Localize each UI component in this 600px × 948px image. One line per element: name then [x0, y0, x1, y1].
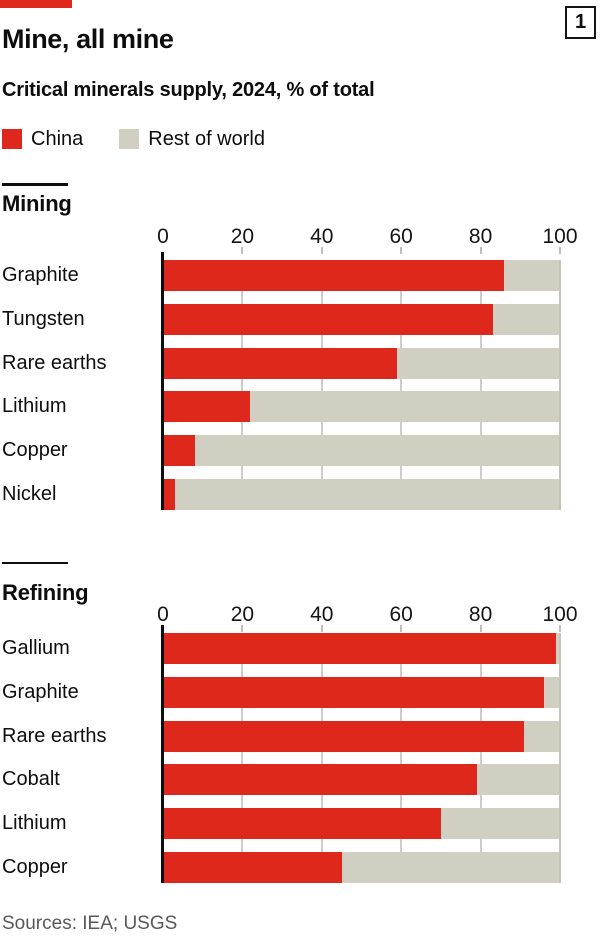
category-label: Graphite	[2, 681, 79, 703]
gridline	[559, 633, 561, 883]
sources-note: Sources: IEA; USGS	[2, 913, 178, 934]
axis-baseline	[161, 251, 164, 510]
gridline	[479, 259, 482, 510]
bar-row	[163, 303, 560, 335]
axis-tick-mark	[479, 246, 482, 254]
gridline	[479, 633, 482, 883]
china-bar-segment	[163, 478, 175, 510]
axis-tick-mark	[320, 246, 323, 254]
axis-tick-mark	[320, 625, 323, 632]
axis-tick-label: 60	[389, 603, 413, 626]
axis-tick-label: 100	[542, 603, 578, 626]
mining-chart: Graphite Tungsten Rare earths Lithium Copper…	[2, 251, 600, 510]
category-label: Cobalt	[2, 768, 60, 790]
bar-row	[163, 259, 560, 291]
bar-row	[163, 677, 560, 708]
axis-tick-mark	[400, 625, 403, 632]
gridline	[241, 259, 244, 510]
category-label: Copper	[2, 438, 68, 461]
refining-axis: 0 20 40 60 80 100	[157, 603, 578, 632]
panel-number-badge: 1	[565, 6, 596, 39]
mining-section: Mining 0 20 40 60 80 100 Graphite Tungsten Rare…	[2, 183, 600, 510]
china-swatch-icon	[2, 129, 22, 149]
china-bar-segment	[163, 633, 557, 664]
bar-row	[163, 633, 560, 664]
legend-item-rest-of-world: Rest of world	[119, 128, 265, 151]
axis-tick-label: 20	[230, 224, 255, 248]
china-bar-segment	[163, 721, 525, 752]
category-label: Gallium	[2, 637, 70, 659]
axis-tick-mark	[241, 246, 244, 254]
gridline	[559, 259, 561, 510]
china-bar-segment	[163, 764, 477, 795]
gridline	[400, 633, 403, 883]
gridline	[241, 633, 244, 883]
axis-tick-label: 40	[310, 224, 334, 248]
panel-number: 1	[574, 11, 587, 33]
legend-item-china: China	[2, 128, 83, 151]
category-label: Nickel	[2, 482, 57, 505]
axis-tick-mark	[400, 246, 403, 254]
china-bar-segment	[163, 347, 398, 379]
axis-tick-label: 100	[542, 224, 578, 248]
gridline	[320, 633, 323, 883]
axis-tick-mark	[479, 625, 482, 632]
gridline	[400, 259, 403, 510]
bar-row	[163, 390, 560, 422]
bar-row	[163, 721, 560, 752]
bar-row	[163, 808, 560, 839]
refining-section-title: Refining	[2, 580, 89, 605]
axis-tick-mark	[559, 625, 561, 632]
axis-tick-mark	[559, 246, 561, 254]
axis-tick-label: 40	[310, 603, 334, 626]
mining-section-title: Mining	[2, 190, 72, 216]
mining-category-labels: Graphite Tungsten Rare earths Lithium Copper…	[2, 260, 163, 510]
axis-tick-label: 0	[157, 603, 169, 626]
mining-plot-area	[161, 251, 561, 510]
china-bar-segment	[163, 808, 441, 839]
refining-chart: Gallium Graphite Rare earths Cobalt Lithium C…	[2, 625, 600, 883]
legend: China Rest of world	[2, 128, 600, 151]
refining-category-labels: Gallium Graphite Rare earths Cobalt Lithium C…	[2, 633, 163, 883]
china-bar-segment	[163, 303, 493, 335]
china-bar-segment	[163, 434, 195, 466]
axis-tick-mark	[241, 625, 244, 632]
category-label: Rare earths	[2, 351, 107, 374]
section-rule	[2, 561, 68, 564]
china-bar-segment	[163, 259, 505, 291]
china-bar-segment	[163, 677, 545, 708]
section-rule	[2, 183, 68, 186]
category-label: Rare earths	[2, 725, 107, 747]
bar-row	[163, 764, 560, 795]
rest-of-world-swatch-icon	[119, 129, 140, 149]
gridline	[320, 259, 323, 510]
category-label: Lithium	[2, 812, 67, 834]
mining-axis: 0 20 40 60 80 100	[157, 224, 578, 254]
axis-tick-label: 80	[468, 603, 493, 626]
bar-row	[163, 347, 560, 379]
category-label: Lithium	[2, 394, 67, 417]
axis-tick-label: 80	[468, 224, 493, 248]
economist-red-tab	[0, 0, 72, 8]
bar-row	[163, 434, 560, 466]
category-label: Tungsten	[2, 307, 85, 330]
axis-tick-label: 20	[230, 603, 255, 626]
china-bar-segment	[163, 852, 342, 883]
legend-label-china: China	[31, 127, 84, 150]
category-label: Copper	[2, 856, 68, 878]
axis-tick-label: 60	[389, 224, 413, 248]
legend-label-rest-of-world: Rest of world	[148, 127, 265, 150]
axis-tick-label: 0	[157, 224, 169, 248]
refining-section: Refining 0 20 40 60 80 100 Gallium Graphite Rar…	[2, 561, 600, 883]
axis-baseline	[161, 625, 164, 883]
refining-plot-area	[161, 625, 561, 883]
china-bar-segment	[163, 390, 251, 422]
chart-title: Mine, all mine	[2, 24, 174, 54]
chart-subtitle: Critical minerals supply, 2024, % of tot…	[2, 79, 375, 101]
bar-row	[163, 852, 560, 883]
category-label: Graphite	[2, 263, 79, 286]
bar-row	[163, 478, 560, 510]
